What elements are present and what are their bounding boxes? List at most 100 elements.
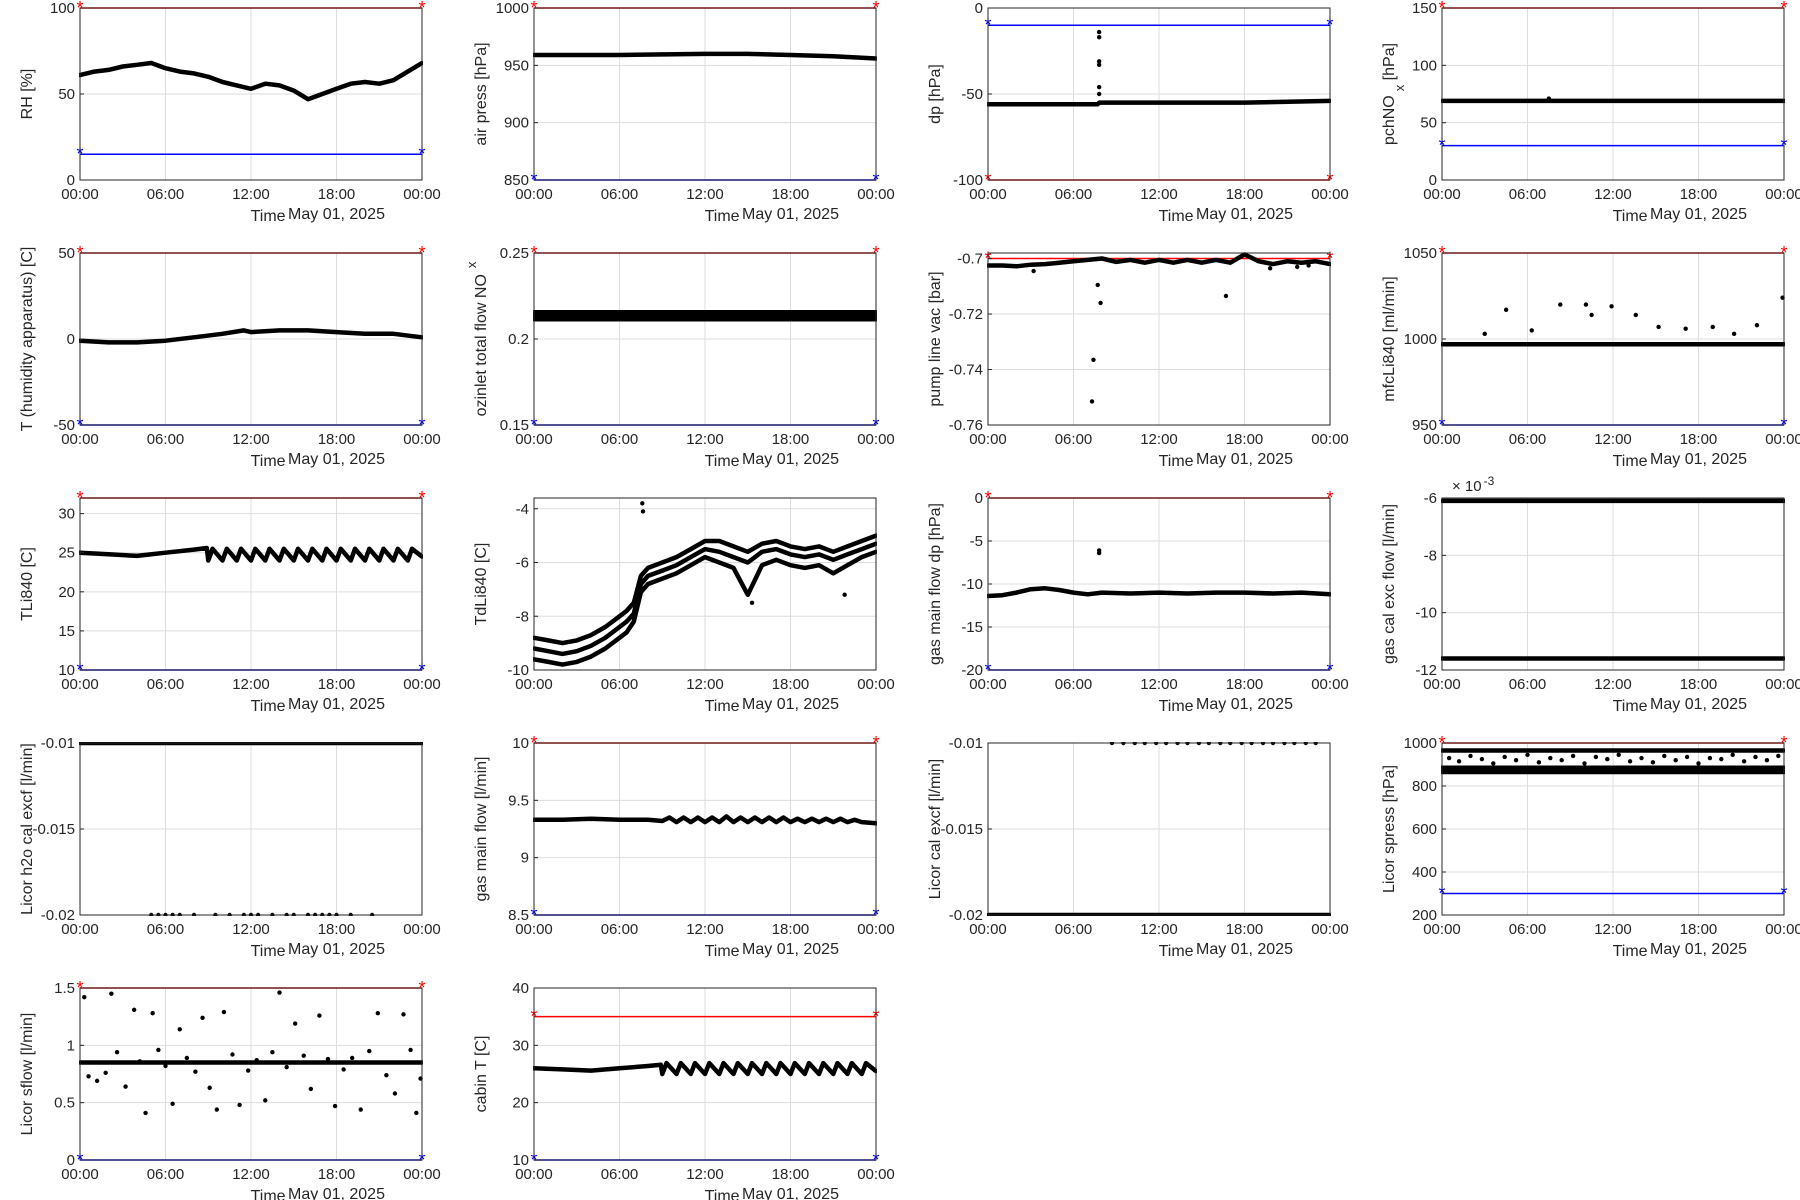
axes-box: [533, 497, 877, 671]
date-label: May 01, 2025: [1650, 941, 1747, 958]
y-tick-label: -6: [1424, 490, 1437, 507]
x-axis-label: Time: [251, 453, 286, 470]
data-point: [1295, 264, 1300, 270]
data-point: [1468, 753, 1473, 759]
date-label: May 01, 2025: [288, 451, 385, 468]
x-tick-label: 00:00: [515, 676, 553, 693]
x-tick-label: 00:00: [969, 186, 1007, 203]
y-tick-label: 100: [50, 0, 75, 17]
x-tick-label: 06:00: [601, 676, 639, 693]
y-tick-label: -10: [961, 576, 983, 593]
x-tick-label: 06:00: [1055, 676, 1093, 693]
x-tick-label: 12:00: [1140, 921, 1178, 938]
data-point: [1627, 759, 1633, 764]
y-tick-label: 20: [512, 1095, 529, 1112]
data-point: [1223, 293, 1229, 299]
data-point: [1684, 754, 1690, 760]
data-point: [150, 1011, 155, 1016]
y-tick-label: 400: [1412, 864, 1437, 881]
x-tick-label: 18:00: [772, 921, 810, 938]
data-point: [94, 1078, 100, 1084]
y-axis-label: dp [hPa]: [927, 64, 944, 124]
data-point: [317, 1013, 322, 1018]
y-axis-label-text: Licor cal excf [l/min]: [927, 759, 944, 899]
x-tick-label: 18:00: [1680, 921, 1718, 938]
data-point: [308, 1086, 314, 1092]
x-tick-label: 06:00: [601, 921, 639, 938]
y-tick-label: 0.25: [500, 245, 529, 262]
data-point: [392, 1091, 398, 1096]
data-point: [270, 1050, 275, 1055]
y-tick-label: -0.7: [957, 251, 983, 268]
data-point: [200, 1015, 205, 1021]
data-series-1: [987, 252, 1331, 269]
x-axis-label: Time: [1613, 943, 1648, 960]
y-tick-label: -5: [970, 533, 983, 550]
data-point: [109, 991, 114, 996]
y-axis-label: TdLi840 [C]: [473, 543, 490, 626]
data-point: [408, 1047, 413, 1053]
data-point: [1754, 323, 1760, 328]
y-tick-label: 10: [512, 735, 529, 752]
x-tick-label: 00:00: [61, 921, 99, 938]
date-label: May 01, 2025: [1196, 206, 1293, 223]
data-point: [86, 1074, 91, 1079]
x-tick-label: 12:00: [1594, 186, 1632, 203]
data-point: [1696, 761, 1701, 766]
y-tick-label: -50: [961, 86, 983, 103]
y-tick-label: 15: [58, 623, 75, 640]
x-tick-label: 18:00: [772, 186, 810, 203]
x-tick-label: 00:00: [1765, 921, 1800, 938]
y-tick-label: -0.015: [32, 821, 75, 838]
data-point: [163, 1063, 168, 1069]
y-tick-label: 1050: [1404, 245, 1437, 262]
y-tick-label: 40: [512, 980, 529, 997]
data-point: [1482, 331, 1487, 337]
x-tick-label: 12:00: [1140, 431, 1178, 448]
date-label: May 01, 2025: [1196, 451, 1293, 468]
y-tick-label: -10: [507, 662, 529, 679]
data-point: [284, 1064, 289, 1070]
date-label: May 01, 2025: [1650, 206, 1747, 223]
x-tick-label: 18:00: [318, 921, 356, 938]
data-point: [1776, 753, 1781, 759]
x-tick-label: 18:00: [1226, 676, 1264, 693]
x-tick-label: 06:00: [147, 431, 185, 448]
y-axis-label-text: Licor spress [hPa]: [1381, 765, 1398, 893]
date-label: May 01, 2025: [1196, 696, 1293, 713]
data-series-1: [79, 60, 423, 102]
y-tick-label: 850: [504, 172, 529, 189]
date-label: May 01, 2025: [742, 941, 839, 958]
data-point: [301, 1053, 306, 1058]
data-point: [1525, 752, 1530, 758]
x-axis-label: Time: [705, 943, 740, 960]
x-tick-label: 00:00: [1311, 186, 1349, 203]
data-point: [245, 1068, 251, 1073]
y-axis-label: Licor spress [hPa]: [1381, 765, 1398, 893]
axes-box: [79, 497, 423, 671]
x-tick-label: 00:00: [857, 1166, 895, 1183]
y-tick-label: 0: [1429, 172, 1437, 189]
data-point: [207, 1085, 212, 1090]
data-point: [401, 1012, 406, 1017]
x-tick-label: 18:00: [1680, 676, 1718, 693]
x-axis-label: Time: [1159, 943, 1194, 960]
data-point: [1753, 754, 1758, 760]
x-tick-label: 00:00: [403, 676, 441, 693]
axes-box: [1441, 7, 1785, 181]
data-point: [1513, 758, 1519, 763]
y-axis-label-text: TLi840 [C]: [19, 547, 36, 621]
data-point: [1710, 324, 1715, 330]
y-axis-label: gas main flow [l/min]: [473, 757, 490, 902]
x-tick-label: 18:00: [772, 431, 810, 448]
data-point: [749, 600, 755, 606]
data-point: [1089, 399, 1095, 404]
y-tick-label: -20: [961, 662, 983, 679]
data-point: [1306, 263, 1311, 268]
x-tick-label: 06:00: [147, 676, 185, 693]
data-point: [1267, 266, 1273, 271]
